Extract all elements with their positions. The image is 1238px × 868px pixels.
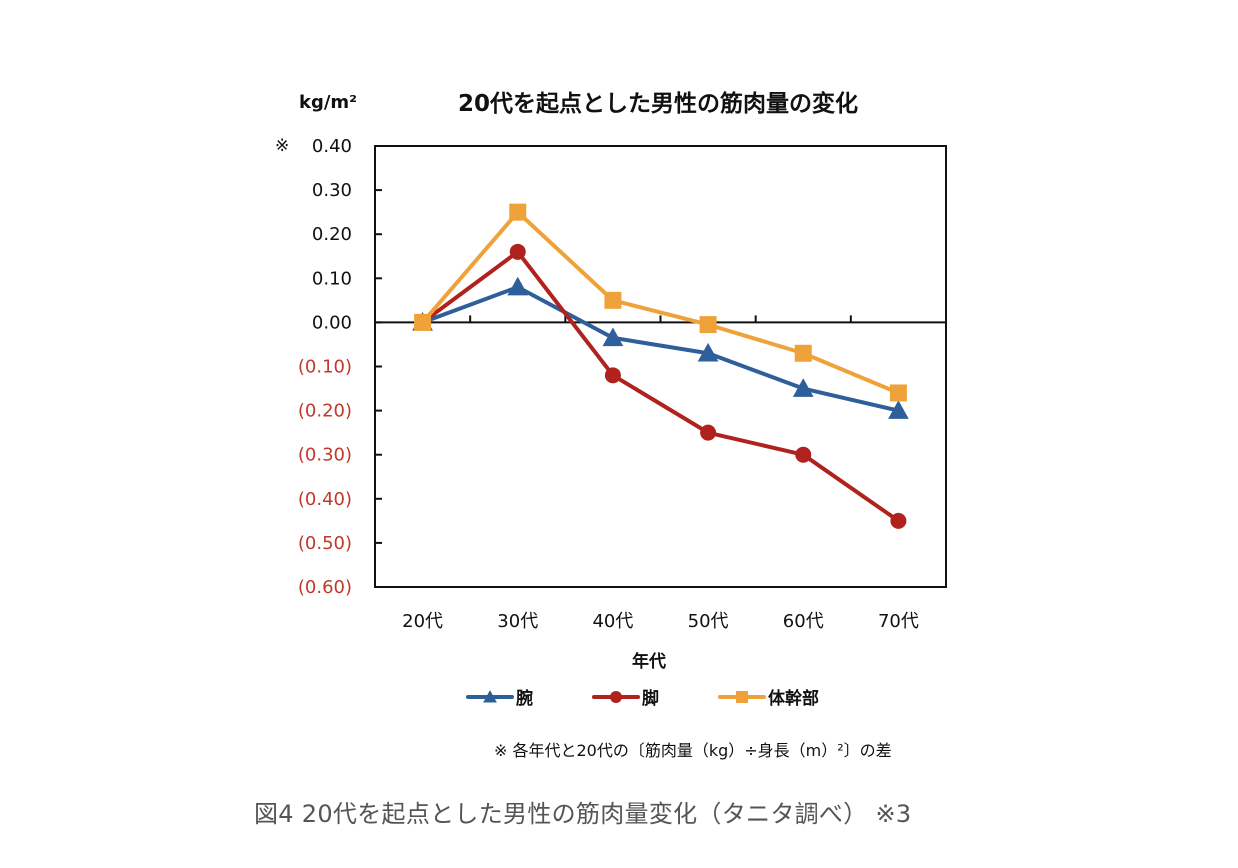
legend-marker-circle	[610, 691, 622, 703]
series-square	[414, 203, 907, 402]
legend-item: 腕	[466, 688, 533, 709]
plot-frame	[374, 145, 947, 588]
legend-label: 体幹部	[768, 688, 819, 709]
data-point-square	[699, 316, 717, 334]
data-point-circle	[604, 367, 621, 384]
legend-label: 脚	[642, 688, 659, 709]
data-point-triangle	[507, 276, 529, 296]
series-layer	[412, 203, 909, 529]
legend-item: 体幹部	[718, 688, 819, 709]
series-line	[421, 285, 899, 413]
legend-marker-square	[736, 691, 748, 703]
x-tick-label: 70代	[878, 611, 919, 632]
data-point-triangle	[697, 342, 719, 362]
data-point-triangle	[792, 378, 814, 397]
figure-caption: 図4 20代を起点とした男性の筋肉量変化（タニタ調べ） ※3	[254, 800, 912, 828]
x-tick-label: 60代	[783, 611, 824, 632]
x-tick-label: 20代	[402, 611, 443, 632]
data-point-circle	[890, 512, 907, 529]
y-tick-label: 0.20	[312, 224, 352, 245]
chart-title: 20代を起点とした男性の筋肉量の変化	[458, 90, 858, 117]
data-point-square	[794, 344, 812, 362]
x-tick-label: 30代	[497, 611, 538, 632]
data-point-triangle	[602, 327, 624, 347]
x-tick-label: 50代	[688, 611, 729, 632]
y-tick-label: (0.60)	[298, 577, 352, 598]
y-tick-label: 0.30	[312, 180, 352, 201]
legend-item: 脚	[592, 688, 659, 709]
y-axis-ticks: 0.40 0.30 0.20 0.10 0.00 (0.10) (0.20) (0.30) (0…	[298, 136, 382, 598]
y-tick-label: (0.50)	[298, 533, 352, 554]
y-axis-note-mark: ※	[275, 136, 289, 156]
series-line	[421, 249, 900, 523]
x-axis-ticks: 20代 30代 40代 50代 60代 70代	[375, 315, 946, 632]
y-tick-label: (0.20)	[298, 401, 352, 422]
data-point-square	[414, 313, 432, 331]
x-axis-title: 年代	[632, 651, 666, 672]
legend: 腕 脚 体幹部	[466, 688, 819, 709]
y-tick-label: (0.40)	[298, 489, 352, 510]
legend-label: 腕	[516, 688, 533, 709]
y-tick-label: (0.30)	[298, 445, 352, 466]
data-point-circle	[509, 243, 526, 260]
data-point-square	[509, 203, 527, 221]
y-tick-label: 0.40	[312, 136, 352, 157]
x-tick-label: 40代	[592, 611, 633, 632]
y-tick-label: 0.00	[312, 312, 352, 333]
data-point-square	[604, 291, 622, 309]
series-triangle	[412, 276, 909, 419]
y-tick-label: 0.10	[312, 268, 352, 289]
legend-marker-triangle	[483, 690, 497, 703]
unit-label: kg/m²	[299, 92, 357, 113]
data-point-circle	[795, 446, 812, 463]
data-point-triangle	[888, 400, 909, 419]
series-circle	[414, 243, 907, 529]
series-line	[421, 210, 900, 395]
data-point-square	[889, 384, 907, 402]
y-tick-label: (0.10)	[298, 357, 352, 378]
footnote: ※ 各年代と20代の〔筋肉量（kg）÷身長（m）²〕の差	[494, 741, 892, 760]
data-point-circle	[700, 424, 717, 441]
